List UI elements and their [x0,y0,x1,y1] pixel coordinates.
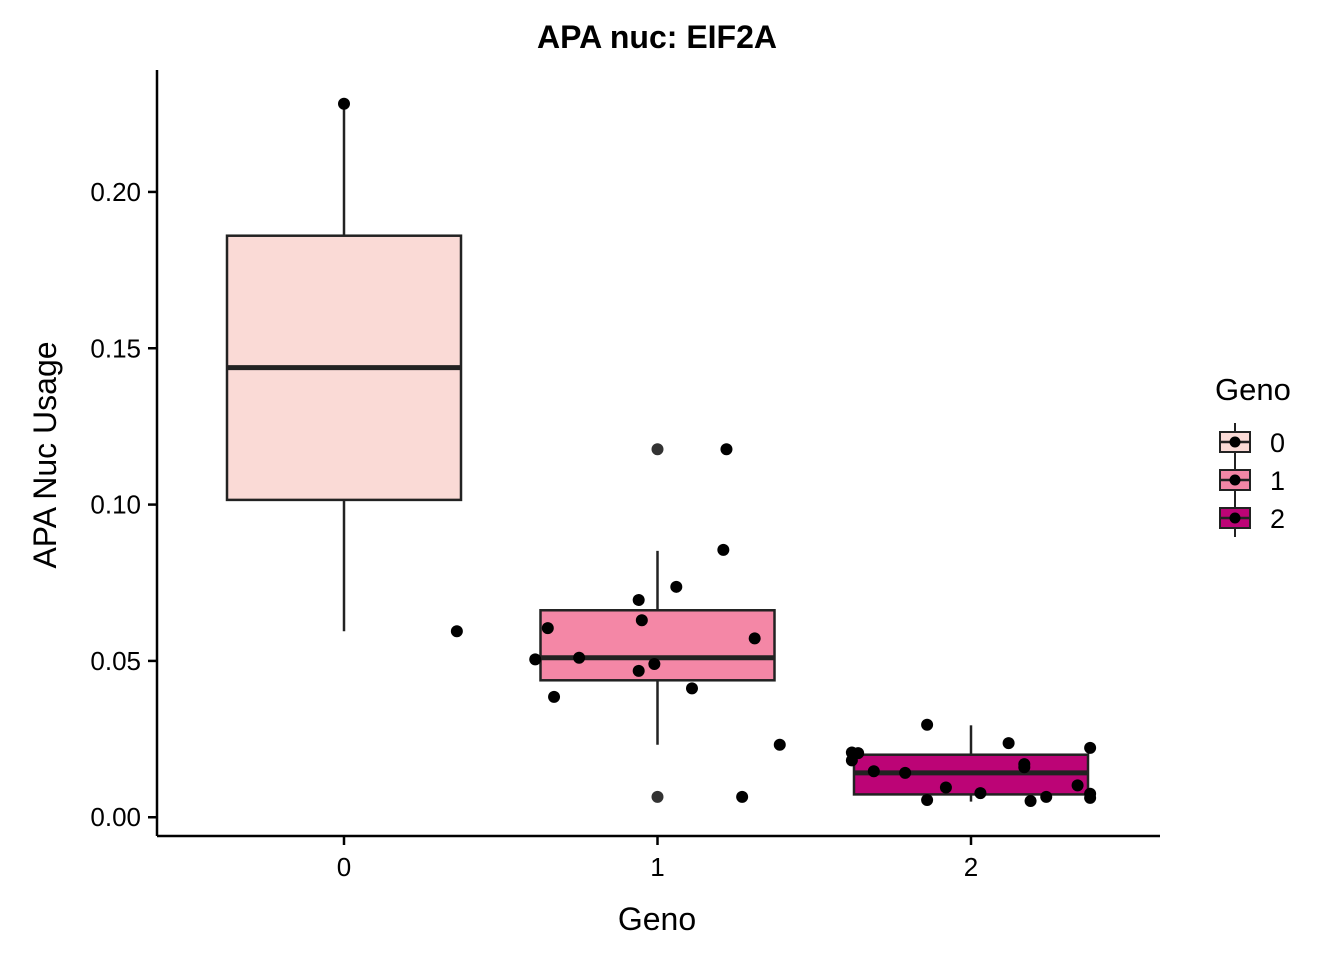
data-point [939,781,952,794]
box-geno-1 [539,443,776,803]
data-point [529,653,542,666]
data-point [685,682,698,695]
data-point [717,543,730,556]
data-point [632,664,645,677]
chart-title: APA nuc: EIF2A [537,19,777,55]
data-point [338,97,350,110]
x-tick-label: 2 [964,852,978,882]
data-point [720,443,733,456]
y-tick-label: 0.10 [90,490,141,520]
x-tick-label: 1 [650,852,664,882]
data-point [1040,790,1053,803]
data-point [974,787,987,800]
legend-entry-0: 0 [1219,423,1285,461]
x-axis-label: Geno [618,901,696,937]
y-axis-label: APA Nuc Usage [27,341,63,568]
legend-entry-1: 1 [1219,461,1285,499]
box-iqr [539,609,776,682]
y-tick-label: 0.05 [90,646,141,676]
axes: 0.00 0.05 0.10 0.15 0.20 0 1 2 [90,70,1160,882]
data-point [1018,761,1031,774]
legend-key-point [1229,512,1241,524]
outlier-point [651,443,664,456]
data-point [748,632,761,645]
data-point [648,658,661,671]
data-point [450,625,463,638]
legend-title: Geno [1215,372,1291,407]
legend-key-point [1229,436,1241,448]
data-point [1024,794,1037,807]
legend: Geno 0 1 2 [1215,372,1291,537]
x-tick-label: 0 [337,852,351,882]
data-point [541,622,554,635]
data-point [1071,779,1084,792]
data-point [632,593,645,606]
data-point [773,738,786,751]
outlier-point [651,790,664,803]
plot-area [225,97,1097,807]
jitter-points [338,97,1097,807]
data-point [573,651,586,664]
data-point [921,794,934,807]
data-point [635,614,648,627]
legend-label: 0 [1270,428,1285,458]
legend-label: 1 [1270,466,1285,496]
data-point [899,766,912,779]
box-geno-2 [852,725,1090,802]
data-point [867,765,880,778]
legend-entry-2: 2 [1219,499,1285,537]
data-point [1084,791,1097,804]
y-tick-label: 0.20 [90,177,141,207]
data-point [670,580,683,593]
data-point [852,747,865,760]
data-point [548,690,561,703]
data-point [1002,737,1015,750]
data-point [1084,741,1097,754]
legend-label: 2 [1270,504,1285,534]
legend-key-point [1229,474,1241,486]
y-tick-label: 0.15 [90,333,141,363]
data-point [921,718,934,731]
box-geno-0 [225,103,463,632]
y-tick-label: 0.00 [90,802,141,832]
data-point [736,790,749,803]
